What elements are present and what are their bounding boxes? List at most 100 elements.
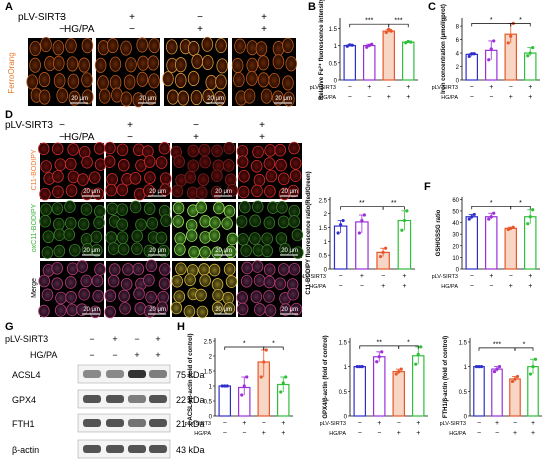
cell — [38, 304, 50, 318]
cell — [265, 169, 278, 183]
cell — [81, 89, 94, 105]
cell — [105, 231, 118, 244]
cell — [235, 215, 248, 228]
cell — [263, 157, 276, 170]
blot-band — [149, 395, 167, 403]
cell — [148, 38, 161, 54]
panel-letter-h: H — [177, 321, 185, 333]
cell — [55, 291, 67, 305]
cell — [226, 232, 239, 246]
cell — [81, 187, 93, 201]
condition-sign-hgpa: + — [509, 94, 513, 101]
bar — [491, 368, 503, 417]
condition-sign-sirt3: − — [348, 84, 352, 91]
cell — [264, 304, 277, 317]
cell — [155, 156, 168, 169]
bar — [504, 227, 518, 270]
data-point — [506, 41, 510, 45]
cell — [56, 87, 68, 103]
data-point — [489, 215, 493, 219]
cell — [268, 72, 281, 89]
data-point — [402, 218, 406, 223]
panel-letter-b: B — [308, 1, 316, 13]
cell — [211, 246, 223, 259]
blot-kda-label: 21 kDa — [176, 419, 205, 429]
data-point — [474, 365, 479, 369]
ferroorange-image: 20 μm — [162, 36, 229, 106]
cell — [104, 141, 116, 155]
cell — [223, 141, 236, 155]
chart-b: 0 0.5 1 1.5 Relative Fe²⁺ fluorescence inten… — [310, 0, 418, 101]
data-point — [358, 365, 362, 369]
condition-sign-hgpa: + — [528, 94, 532, 101]
ferroorange-image: 20 μm — [94, 37, 161, 108]
cell — [183, 305, 196, 318]
cell — [136, 37, 148, 53]
data-point — [245, 375, 249, 379]
cell — [225, 275, 238, 288]
significance-bracket — [388, 23, 409, 28]
cell — [90, 230, 103, 244]
cell — [51, 277, 63, 290]
cell — [198, 263, 210, 276]
cell — [237, 185, 250, 199]
cell — [275, 158, 287, 172]
data-point — [362, 213, 366, 217]
cell — [249, 232, 261, 245]
data-point — [367, 43, 371, 48]
cell — [210, 186, 223, 199]
cell — [231, 57, 244, 73]
blot-band — [128, 445, 146, 453]
panel-g-blot: ACSL4 75 kDa GPX4 22 kDa FTH1 21 kDa β-actin 43… — [12, 364, 205, 459]
blot-protein-label: ACSL4 — [12, 370, 41, 380]
cell — [93, 142, 106, 155]
significance-label: *** — [394, 18, 402, 25]
panel-g-sirt3-sign: − — [134, 334, 139, 344]
condition-sign-hgpa: + — [509, 283, 513, 290]
scale-bar-label: 20 μm — [83, 189, 100, 195]
bar — [465, 216, 479, 270]
condition-sign-hgpa: − — [489, 283, 493, 290]
panel-d-header: pLV-SIRT3 HG/PA −−+−−+++ — [5, 120, 265, 143]
cell — [174, 232, 186, 245]
scale-bar-label: 20 μm — [281, 248, 298, 254]
cell — [173, 155, 185, 168]
cell — [68, 90, 81, 106]
cell — [243, 88, 256, 104]
y-tick-label: 1.5 — [459, 340, 468, 346]
bar — [465, 53, 479, 81]
cell — [38, 89, 51, 105]
c11-bodipy-image: 20 μm — [170, 141, 239, 200]
blot-kda-label: 43 kDa — [176, 445, 205, 455]
cell — [120, 40, 132, 56]
c11-bodipy-image: 20 μm — [103, 141, 172, 201]
blot-band — [83, 419, 101, 427]
cell — [250, 160, 263, 173]
cell — [211, 144, 223, 158]
cell — [214, 90, 226, 106]
data-point — [405, 209, 409, 213]
cell — [135, 218, 147, 232]
scale-bar-label: 20 μm — [71, 96, 88, 102]
cell — [157, 290, 169, 304]
cell — [29, 40, 42, 57]
cell — [120, 277, 133, 291]
data-point — [492, 211, 496, 215]
cell — [257, 55, 270, 71]
cell — [195, 288, 207, 302]
condition-sign-hgpa: − — [348, 94, 352, 101]
data-point — [479, 365, 484, 369]
cell — [170, 301, 183, 315]
cell — [224, 173, 237, 186]
y-tick-label: 1 — [209, 385, 213, 391]
cell — [64, 276, 77, 289]
cell — [155, 231, 168, 245]
y-tick-label: 40 — [452, 221, 459, 227]
blot-band — [83, 395, 101, 403]
merge-image: 20 μm — [104, 259, 171, 319]
data-point — [470, 215, 474, 219]
cell — [137, 55, 149, 71]
cell — [208, 263, 221, 277]
cell — [109, 56, 122, 72]
cell — [66, 303, 78, 317]
